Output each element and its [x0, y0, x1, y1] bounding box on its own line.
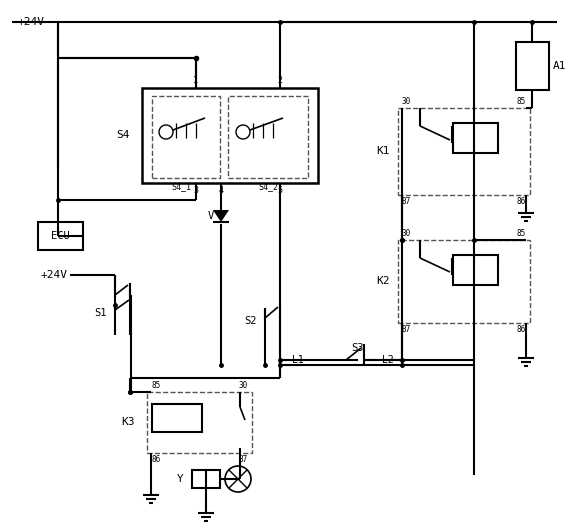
Bar [453, 123, 498, 153]
Text: Y: Y [177, 474, 184, 484]
Text: +24V: +24V [41, 270, 68, 280]
Text: 30: 30 [402, 229, 411, 238]
Text: 85: 85 [517, 229, 526, 238]
Text: K1: K1 [377, 146, 390, 156]
Text: L1: L1 [292, 355, 304, 365]
Text: 2: 2 [278, 76, 283, 85]
Text: 87: 87 [239, 455, 248, 464]
Text: +24V: +24V [18, 17, 45, 27]
Bar [152, 96, 220, 178]
Bar [142, 88, 318, 183]
Text: 85: 85 [151, 381, 160, 390]
Text: V: V [208, 211, 214, 221]
Text: K2: K2 [377, 276, 390, 286]
Text: S4_1: S4_1 [171, 182, 191, 191]
Text: 86: 86 [517, 197, 526, 206]
Text: S4_2: S4_2 [258, 182, 278, 191]
Text: 1: 1 [194, 76, 198, 85]
Bar [228, 96, 308, 178]
Text: 86: 86 [517, 325, 526, 334]
Text: 85: 85 [517, 97, 526, 106]
Text: 4: 4 [219, 186, 223, 195]
Bar [398, 240, 530, 323]
Text: 30: 30 [239, 381, 248, 390]
Text: L2: L2 [382, 355, 394, 365]
Text: 5: 5 [278, 186, 283, 195]
Bar [38, 222, 83, 250]
Bar [398, 108, 530, 195]
Bar [147, 392, 252, 453]
Text: 3: 3 [194, 186, 198, 195]
Polygon shape [213, 210, 229, 222]
Text: S4: S4 [117, 130, 130, 140]
Text: S2: S2 [244, 316, 257, 326]
Text: S1: S1 [94, 308, 107, 318]
Text: 87: 87 [402, 197, 411, 206]
Bar [516, 42, 549, 90]
Text: A1: A1 [553, 61, 567, 71]
Text: 86: 86 [151, 455, 160, 464]
Text: ECU: ECU [51, 231, 69, 241]
Bar [192, 470, 220, 488]
Bar [453, 255, 498, 285]
Bar [152, 404, 202, 432]
Text: 30: 30 [402, 97, 411, 106]
Text: S3: S3 [352, 343, 364, 353]
Text: 87: 87 [402, 325, 411, 334]
Text: K3: K3 [121, 417, 135, 427]
